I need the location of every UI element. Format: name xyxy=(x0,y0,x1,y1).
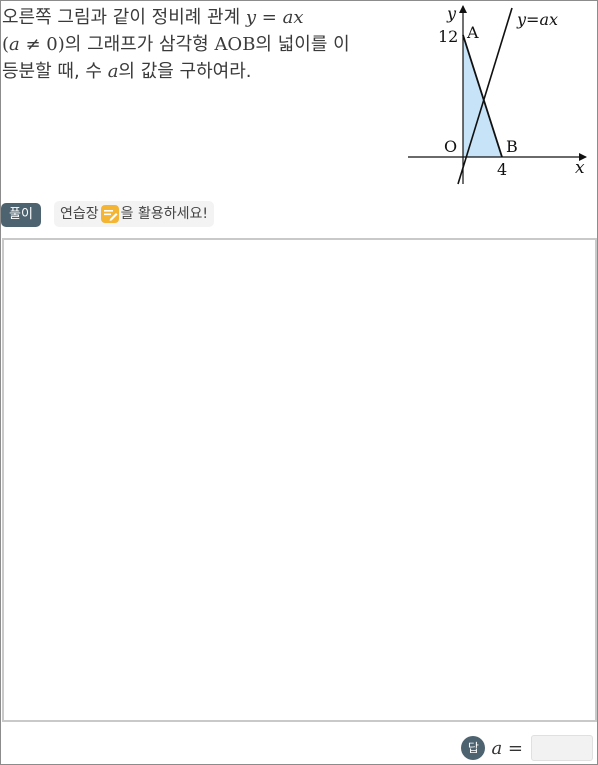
math-equals: = xyxy=(256,7,283,28)
label-line-eq: y=ax xyxy=(516,10,558,29)
math-var-y: y xyxy=(245,7,257,28)
math-expression: y = ax xyxy=(246,7,304,28)
line-y-ax xyxy=(457,7,513,185)
problem-text-part: 의 넓이를 이 xyxy=(255,34,350,55)
label-origin: O xyxy=(444,137,457,156)
paren: ( xyxy=(2,34,10,55)
answer-var: a xyxy=(491,737,503,759)
math-condition: (a ≠ 0) xyxy=(2,34,65,55)
notepad-hint[interactable]: 연습장 을 활용하세요! xyxy=(54,201,214,227)
coordinate-graph: y x y=ax A 12 O B 4 xyxy=(408,4,587,185)
math-var-a: a xyxy=(107,61,119,82)
problem-line-1: 오른쪽 그림과 같이 정비례 관계 y = ax xyxy=(2,4,402,31)
math-var-a: a xyxy=(9,34,20,55)
problem-line-2: (a ≠ 0)의 그래프가 삼각형 AOB의 넓이를 이 xyxy=(2,31,402,58)
problem-text-part: 의 값을 구하여라. xyxy=(118,61,252,82)
label-12: 12 xyxy=(438,27,458,46)
answer-input[interactable] xyxy=(531,735,593,761)
paren: ) xyxy=(57,34,65,55)
hint-text-post: 을 활용하세요! xyxy=(120,206,208,222)
answer-badge: 답 xyxy=(461,736,486,760)
problem-text: 오른쪽 그림과 같이 정비례 관계 y = ax (a ≠ 0)의 그래프가 삼… xyxy=(2,4,402,85)
solution-workspace[interactable] xyxy=(2,238,597,722)
answer-equals: = xyxy=(502,737,523,759)
problem-text-part: 의 그래프가 삼각형 xyxy=(64,34,215,55)
label-y-axis: y xyxy=(446,4,457,23)
answer-row: 답 a = xyxy=(461,734,593,762)
note-pencil-icon[interactable] xyxy=(100,205,119,223)
segment-ab xyxy=(462,34,503,158)
problem-text-part: 오른쪽 그림과 같이 정비례 관계 xyxy=(2,7,246,28)
label-point-a: A xyxy=(466,23,479,42)
problem-line-3: 등분할 때, 수 a의 값을 구하여라. xyxy=(2,58,402,85)
problem-text-part: 등분할 때, 수 xyxy=(2,61,108,82)
solution-badge: 풀이 xyxy=(1,203,41,227)
answer-label: a = xyxy=(491,738,523,759)
label-4: 4 xyxy=(497,160,507,179)
math-var-ax: ax xyxy=(282,7,304,28)
triangle-name: AOB xyxy=(214,34,256,55)
label-x-axis: x xyxy=(575,158,585,178)
math-neq-zero: ≠ 0 xyxy=(19,34,58,55)
hint-text-pre: 연습장 xyxy=(60,206,99,222)
label-point-b: B xyxy=(506,137,518,156)
